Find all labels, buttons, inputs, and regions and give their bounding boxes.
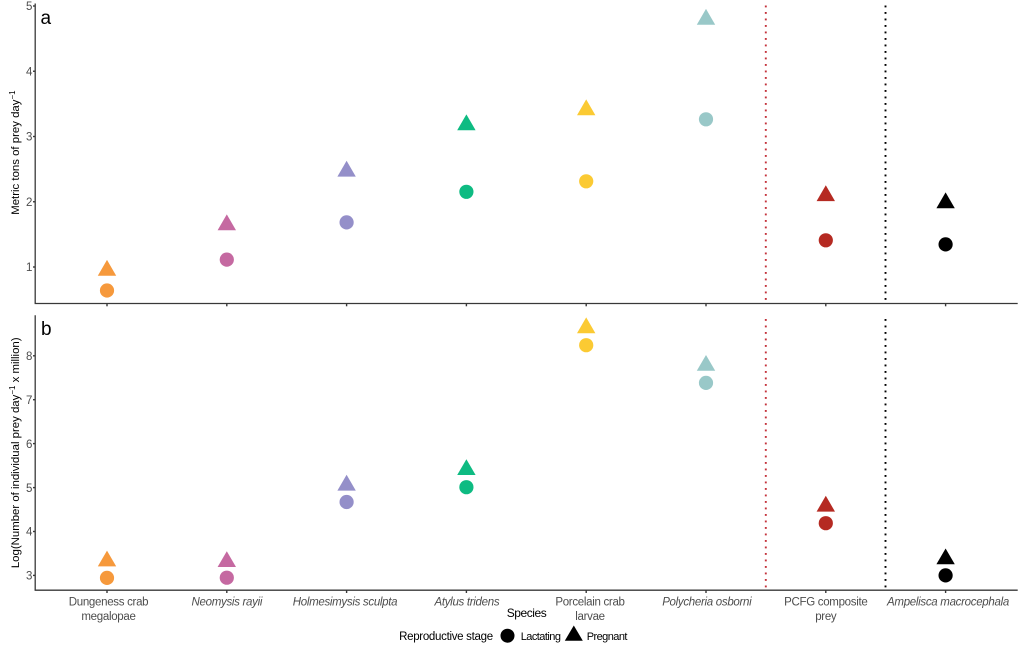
svg-text:3: 3 — [26, 132, 32, 144]
svg-text:4: 4 — [26, 527, 33, 539]
svg-text:5: 5 — [26, 483, 32, 495]
svg-text:Pregnant: Pregnant — [587, 631, 628, 643]
svg-text:5: 5 — [26, 1, 32, 13]
svg-text:Dungeness crab: Dungeness crab — [69, 596, 149, 608]
svg-text:prey: prey — [815, 611, 837, 623]
svg-text:Metric tons of prey day−1: Metric tons of prey day−1 — [8, 90, 22, 215]
svg-text:larvae: larvae — [575, 611, 605, 623]
svg-text:PCFG composite: PCFG composite — [784, 596, 867, 608]
svg-text:Log(Number of individual prey: Log(Number of individual prey day−1 x mi… — [8, 337, 22, 568]
svg-text:Atylus tridens: Atylus tridens — [433, 596, 499, 608]
svg-text:2: 2 — [26, 197, 32, 209]
svg-text:7: 7 — [26, 395, 32, 407]
svg-text:b: b — [41, 319, 52, 340]
svg-text:Neomysis rayii: Neomysis rayii — [192, 596, 263, 608]
svg-text:Species: Species — [507, 606, 547, 620]
svg-text:4: 4 — [26, 67, 33, 79]
svg-text:1: 1 — [26, 262, 32, 274]
svg-text:6: 6 — [26, 439, 32, 451]
svg-text:Polycheria osborni: Polycheria osborni — [662, 596, 752, 608]
svg-text:Lactating: Lactating — [521, 631, 561, 643]
svg-text:8: 8 — [26, 351, 32, 363]
svg-text:megalopae: megalopae — [81, 611, 135, 623]
svg-text:Reproductive stage: Reproductive stage — [399, 631, 493, 643]
svg-text:Holmesimysis sculpta: Holmesimysis sculpta — [293, 596, 398, 608]
svg-text:3: 3 — [26, 571, 32, 583]
svg-text:Porcelain crab: Porcelain crab — [555, 596, 624, 608]
svg-text:Ampelisca macrocephala: Ampelisca macrocephala — [886, 596, 1009, 608]
svg-text:a: a — [41, 8, 52, 29]
